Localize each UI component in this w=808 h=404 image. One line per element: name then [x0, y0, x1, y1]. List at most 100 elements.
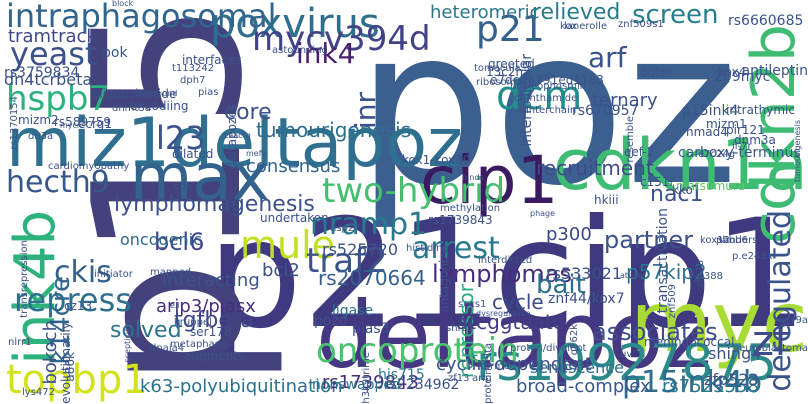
cloud-word: hmad4 — [686, 125, 728, 139]
cloud-word: tumourigenesis — [793, 120, 802, 183]
cloud-word: pok — [102, 45, 128, 61]
cloud-word: encodiing — [130, 99, 189, 113]
cloud-word: two-hybrid — [322, 171, 506, 211]
cloud-word: block — [112, 0, 134, 8]
cloud-word: nucleophosmin — [510, 81, 587, 92]
cloud-word: phbb6 — [716, 235, 748, 246]
cloud-word: tumourigenesis — [256, 118, 412, 142]
cloud-word: pias3 — [352, 321, 390, 337]
cloud-word: rs589759 — [54, 115, 111, 129]
cloud-word: rs525720 — [322, 240, 398, 259]
cloud-word: p57kip2 — [626, 260, 707, 284]
cloud-word: screen — [632, 0, 719, 30]
cloud-word: cardiomyopathy — [48, 161, 130, 172]
cloud-word: hecth9 — [6, 165, 110, 200]
cloud-word: kruppel — [174, 317, 212, 328]
cloud-word: methylation — [440, 203, 501, 214]
cloud-word: l23 — [156, 119, 206, 157]
cloud-word: p.e243x — [732, 251, 773, 262]
cloud-word: tgfbeta — [174, 308, 254, 333]
cloud-word: rs2070664 — [318, 266, 426, 290]
cloud-word: eef-2 — [624, 145, 655, 159]
cloud-word: cycle — [492, 290, 544, 314]
cloud-word: uv — [620, 349, 633, 360]
cloud-word: interfaces — [182, 53, 242, 67]
cloud-word: dph7 — [180, 75, 206, 86]
cloud-word: zfp523 — [704, 370, 759, 389]
cloud-word: bokoch — [40, 320, 61, 385]
cloud-word: ecrg1 — [78, 117, 112, 131]
cloud-word: shfd1 — [446, 323, 474, 334]
cloud-word: cip1 — [420, 142, 559, 219]
cloud-word: hsp27 — [330, 223, 361, 234]
cloud-word: e7delta791ed1183 — [490, 73, 604, 87]
cloud-word: lanerolle — [564, 21, 608, 32]
cloud-word: p21cip1 — [207, 188, 808, 362]
cloud-word: arip3/piasx — [156, 296, 256, 317]
cloud-word: ckis — [54, 255, 112, 290]
cloud-word: mapped — [150, 267, 192, 278]
cloud-word: initiator — [94, 269, 133, 280]
cloud-word: arf — [588, 41, 627, 74]
cloud-word: kox12 — [700, 235, 730, 246]
cloud-word: p21 — [476, 9, 545, 50]
cloud-word: pozo — [314, 313, 348, 329]
cloud-word: zfp36 — [695, 260, 706, 288]
cloud-word: lys472 — [22, 387, 55, 398]
cloud-word: matsumura — [676, 179, 746, 193]
cloud-word: intrathymic — [726, 103, 795, 117]
cloud-word: sanders — [718, 235, 758, 246]
cloud-word: deltapoz — [316, 282, 712, 389]
cloud-word: tomacula — [474, 63, 521, 74]
cloud-word: znf44/kox7 — [548, 291, 625, 307]
cloud-word: ink4 — [296, 37, 356, 70]
cloud-word: lys388 — [690, 271, 723, 282]
cloud-word: kko — [672, 183, 693, 197]
cloud-word: traf2 — [306, 241, 388, 281]
cloud-word: heteromeric — [430, 2, 540, 23]
cloud-word: mule — [240, 223, 336, 267]
cloud-word: rs10927875 — [476, 334, 778, 392]
cloud-word: ser178 — [190, 325, 232, 339]
cloud-word: mefs — [246, 149, 266, 158]
cloud-word: undertaken — [260, 211, 329, 225]
cloud-word: topbp1 — [6, 357, 148, 403]
cloud-word: rs2234962 — [384, 377, 460, 393]
cloud-word: oncoprotein — [316, 331, 519, 371]
cloud-word: ribosomal — [476, 77, 526, 88]
cloud-word: arip — [472, 373, 492, 384]
cloud-word: dn3a — [28, 131, 54, 142]
cloud-word: k63-polyubiquitination — [140, 376, 343, 397]
cloud-word: a86k — [63, 352, 77, 382]
cloud-word: atcgat — [620, 271, 646, 280]
cloud-word: rs3759834 — [4, 65, 80, 81]
cloud-word: interchain — [526, 105, 577, 116]
cloud-word: dn4tcrbeta — [4, 70, 93, 89]
cloud-word: oligoucleotide — [92, 87, 177, 101]
cloud-word: metaphase — [170, 339, 227, 350]
cloud-word: relieved — [532, 0, 621, 25]
cloud-word: antagonize — [437, 246, 451, 313]
cloud-word: 209myc — [714, 69, 771, 85]
cloud-word: 13c2h2 — [486, 65, 531, 79]
cloud-word: 8qter — [640, 65, 673, 79]
cloud-word: dnm3a — [734, 133, 776, 147]
cloud-word: intraphagosomal — [6, 0, 277, 35]
cloud-word: lymphomas — [432, 260, 572, 288]
cloud-word: dilated — [172, 147, 214, 161]
cloud-word: his715 — [378, 367, 425, 383]
cloud-word: resemble — [625, 116, 636, 163]
cloud-word: consensus — [246, 156, 341, 177]
cloud-word: proton/divalent — [510, 343, 587, 354]
cloud-word: binds — [462, 173, 484, 182]
cloud-word: bcl2 — [262, 260, 300, 281]
cloud-word: e7c24g — [698, 149, 736, 160]
cloud-word: nac1 — [650, 182, 704, 207]
cloud-word: recruitment — [536, 156, 654, 180]
cloud-word: augments — [184, 349, 245, 363]
cloud-word: rs533021 — [546, 264, 622, 283]
cloud-word: e3 — [170, 301, 181, 310]
cloud-word: neuroblastoma — [732, 343, 808, 354]
cloud-word: core — [224, 100, 272, 125]
